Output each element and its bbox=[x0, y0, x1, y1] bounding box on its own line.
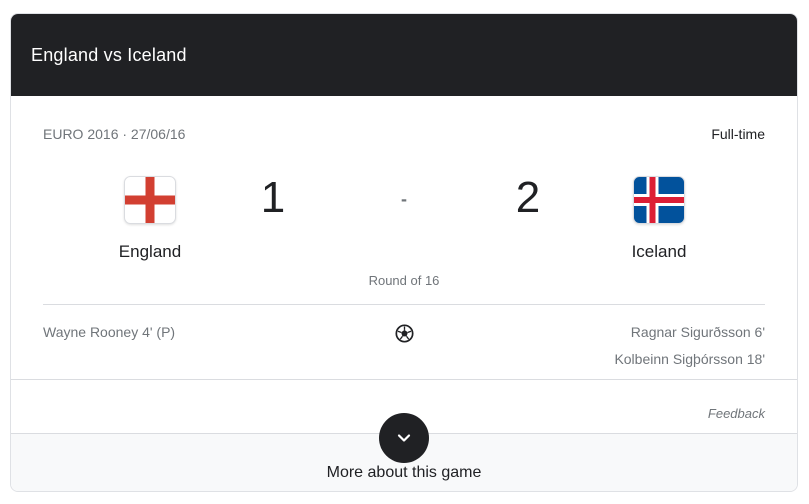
home-score: 1 bbox=[260, 173, 286, 222]
soccer-ball-icon bbox=[394, 324, 414, 343]
divider bbox=[43, 304, 765, 305]
match-status-label: Full-time bbox=[711, 126, 765, 142]
divider bbox=[11, 379, 797, 380]
away-scorers: Ragnar Sigurðsson 6' Kolbeinn Sigþórsson… bbox=[434, 319, 765, 373]
soccer-ball-cell bbox=[374, 319, 434, 373]
home-team-block: England bbox=[90, 176, 210, 262]
score-separator: - bbox=[401, 189, 407, 209]
chevron-down-icon bbox=[397, 434, 411, 442]
home-scorers: Wayne Rooney 4' (P) bbox=[43, 319, 374, 373]
home-team-name: England bbox=[118, 242, 182, 261]
iceland-flag-icon bbox=[633, 176, 685, 224]
away-team-name: Iceland bbox=[631, 242, 687, 261]
home-scorer-line: Wayne Rooney 4' (P) bbox=[43, 324, 176, 340]
away-score: 2 bbox=[515, 173, 541, 222]
scorers-row: Wayne Rooney 4' (P) Ragnar Sigurðsson 6'… bbox=[11, 305, 797, 373]
match-meta-row: EURO 2016 · 27/06/16 Full-time bbox=[11, 96, 797, 144]
competition-date-label: EURO 2016 · 27/06/16 bbox=[43, 126, 186, 142]
away-scorer-line: Ragnar Sigurðsson 6' bbox=[630, 324, 765, 340]
round-label: Round of 16 bbox=[368, 273, 440, 288]
expand-button[interactable] bbox=[379, 413, 429, 463]
away-team-block: Iceland bbox=[599, 176, 719, 262]
feedback-row: Feedback bbox=[11, 406, 797, 422]
card-header: England vs Iceland bbox=[11, 14, 797, 96]
page-title: England vs Iceland bbox=[31, 44, 187, 65]
away-scorer-line: Kolbeinn Sigþórsson 18' bbox=[614, 351, 765, 367]
feedback-link[interactable]: Feedback bbox=[707, 406, 765, 421]
match-result-card: England vs Iceland EURO 2016 · 27/06/16 … bbox=[10, 13, 798, 492]
england-flag-icon bbox=[124, 176, 176, 224]
scoreboard: England 1 - 2 Iceland bbox=[11, 173, 797, 262]
more-about-game-label: More about this game bbox=[326, 463, 482, 481]
